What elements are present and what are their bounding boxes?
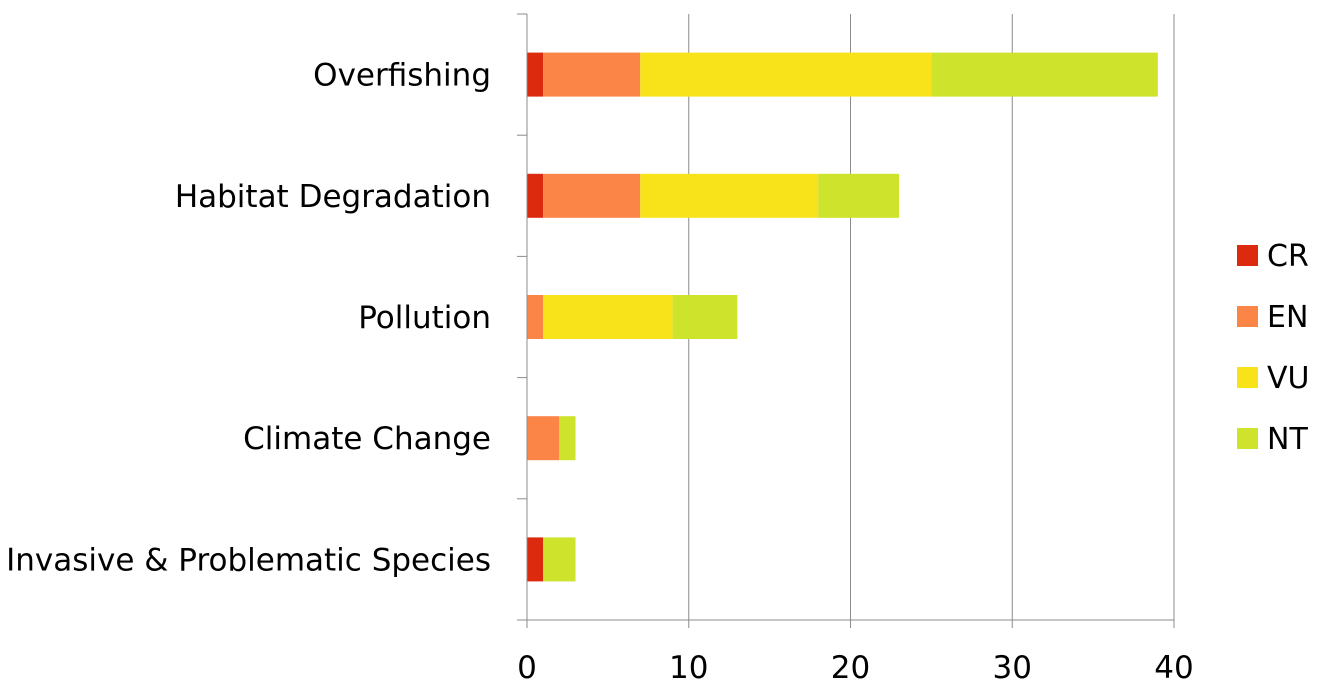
bar-segment-vu — [543, 295, 673, 339]
bar-segment-nt — [818, 173, 900, 218]
legend-swatch-cr — [1237, 245, 1258, 266]
bar-segment-nt — [931, 52, 1158, 97]
bar-segment-nt — [543, 537, 576, 582]
legend-swatch-nt — [1237, 428, 1258, 449]
category-label: Invasive & Problematic Species — [6, 542, 491, 578]
bar-segment-en — [543, 52, 641, 97]
legend-swatch-en — [1237, 306, 1258, 327]
x-tick-label: 20 — [831, 650, 870, 685]
legend-label: EN — [1267, 300, 1308, 335]
category-label: Habitat Degradation — [175, 179, 491, 215]
x-tick-label: 30 — [993, 650, 1032, 685]
grid-layer — [688, 14, 1175, 620]
bar-segment-cr — [527, 173, 544, 218]
bar-segment-nt — [672, 295, 738, 339]
x-tick-label: 40 — [1154, 650, 1193, 685]
legend-label: CR — [1267, 239, 1309, 274]
bar-segment-nt — [559, 416, 576, 461]
legend-label: VU — [1267, 361, 1309, 396]
bars-layer — [527, 52, 1158, 582]
x-tick-label: 10 — [669, 650, 708, 685]
category-label: Climate Change — [243, 421, 491, 457]
legend-label: NT — [1267, 422, 1308, 457]
axis-layer — [517, 13, 1175, 628]
labels-layer: 0 10 20 30 40 Overfishing Habitat Degradation P… — [6, 58, 1194, 686]
bar-segment-en — [527, 295, 544, 339]
bar-segment-en — [543, 173, 641, 218]
bar-segment-vu — [640, 173, 819, 218]
bar-segment-vu — [640, 52, 932, 97]
bar-segment-cr — [527, 52, 544, 97]
legend: CR EN VU NT — [1237, 239, 1309, 457]
category-label: Overfishing — [313, 58, 491, 94]
category-label: Pollution — [358, 300, 491, 336]
legend-swatch-vu — [1237, 367, 1258, 388]
bar-segment-en — [527, 416, 560, 461]
x-tick-label: 0 — [517, 650, 537, 685]
bar-segment-cr — [527, 537, 544, 582]
